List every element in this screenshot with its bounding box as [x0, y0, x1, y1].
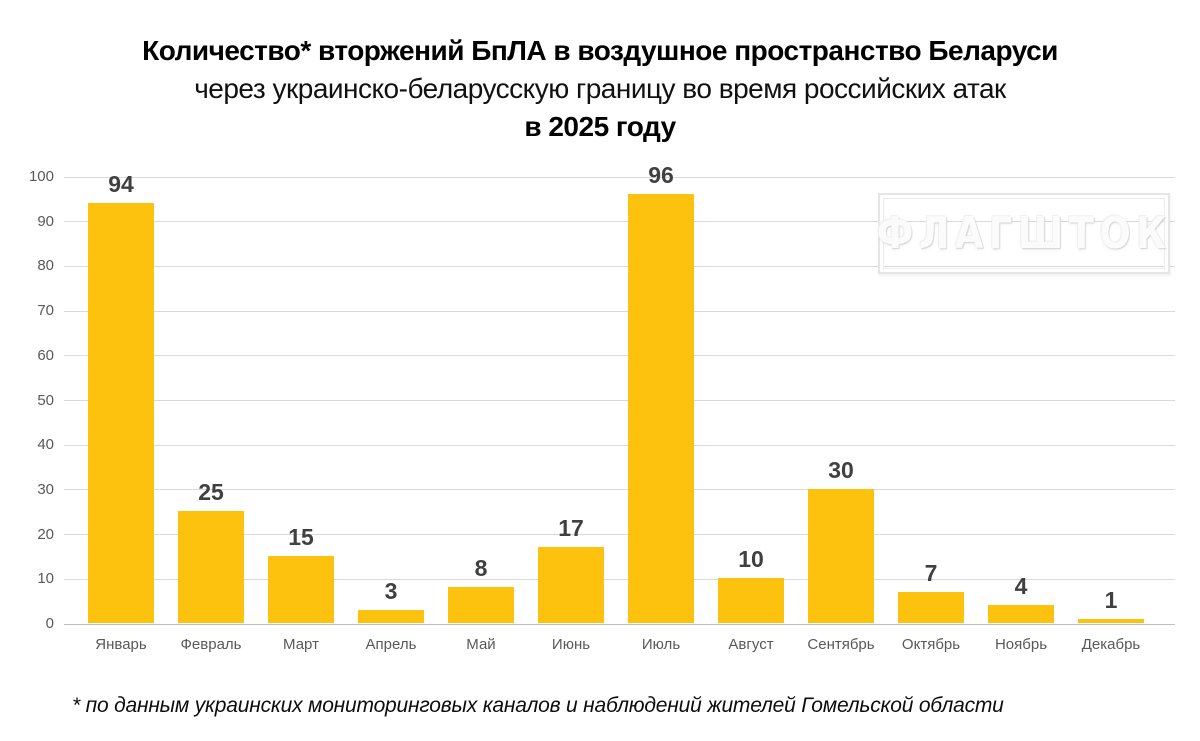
value-label-8: 30	[828, 457, 854, 483]
x-tick-label-3: Апрель	[365, 636, 417, 653]
gridline-10	[64, 578, 1175, 580]
bar-4	[448, 587, 514, 623]
bar-5	[538, 547, 604, 623]
y-tick-label-30: 30	[37, 480, 54, 498]
value-label-0: 94	[108, 171, 134, 197]
x-tick-label-11: Декабрь	[1081, 636, 1141, 653]
y-tick-label-0: 0	[45, 615, 54, 632]
value-label-7: 10	[738, 546, 764, 572]
gridline-30	[64, 489, 1175, 491]
x-tick-label-10: Ноябрь	[994, 636, 1048, 653]
value-label-11: 1	[1104, 587, 1118, 613]
bar-7	[718, 578, 784, 623]
gridline-20	[64, 534, 1175, 536]
chart-title-line-1: Количество* вторжений БпЛА в воздушное п…	[142, 35, 1058, 66]
y-tick-label-80: 80	[37, 257, 54, 275]
value-label-5: 17	[558, 515, 584, 541]
chart-title-line-2: через украинско-беларусскую границу во в…	[194, 73, 1006, 104]
bar-6	[628, 194, 694, 623]
value-label-4: 8	[474, 555, 488, 581]
bar-10	[988, 605, 1054, 623]
bar-2	[268, 556, 334, 623]
value-label-6: 96	[648, 162, 674, 188]
gridline-40	[64, 444, 1175, 446]
x-tick-label-2: Март	[283, 636, 319, 653]
y-tick-label-40: 40	[37, 436, 54, 454]
footnote: * по данным украинских мониторинговых ка…	[72, 694, 1004, 717]
y-tick-label-70: 70	[37, 302, 54, 320]
plot-area: 0 10 20 30 40 50 60 70 80 90 100 94 Январь 25 Февраль 1…	[29, 162, 1175, 653]
gridline-70	[64, 310, 1175, 312]
gridline-50	[64, 400, 1175, 401]
gridline-90	[64, 221, 1175, 223]
gridline-80	[64, 265, 1175, 267]
bar-1	[178, 511, 244, 623]
x-tick-label-8: Сентябрь	[807, 636, 875, 653]
bar-9	[898, 592, 964, 623]
y-tick-label-20: 20	[37, 525, 54, 543]
bar-0	[88, 203, 154, 623]
bar-3	[358, 610, 424, 623]
chart-title-line-3: в 2025 году	[524, 111, 676, 142]
x-tick-label-4: Май	[466, 636, 496, 653]
gridline-60	[64, 355, 1175, 357]
gridline-0	[64, 623, 1175, 625]
x-tick-label-6: Июль	[641, 636, 681, 653]
x-tick-label-9: Октябрь	[901, 636, 961, 653]
gridline-100	[64, 176, 1175, 178]
x-tick-label-5: Июнь	[551, 636, 591, 653]
x-tick-label-1: Февраль	[180, 636, 242, 653]
value-label-9: 7	[924, 560, 938, 586]
y-tick-label-90: 90	[37, 212, 54, 230]
value-label-2: 15	[288, 524, 314, 550]
bar-11	[1078, 619, 1144, 623]
bar-8	[808, 489, 874, 623]
x-tick-label-0: Январь	[95, 636, 147, 653]
chart-title: Количество* вторжений БпЛА в воздушное п…	[0, 32, 1200, 146]
watermark-box: ФЛАГШТОК	[876, 193, 1172, 274]
y-tick-label-50: 50	[37, 391, 54, 409]
y-tick-label-100: 100	[28, 168, 54, 185]
watermark-text: ФЛАГШТОК	[876, 208, 1172, 259]
y-tick-label-10: 10	[37, 570, 54, 588]
y-tick-label-60: 60	[37, 346, 54, 364]
x-tick-label-7: Август	[728, 636, 774, 653]
value-label-1: 25	[198, 479, 224, 505]
value-label-3: 3	[384, 578, 398, 604]
value-label-10: 4	[1014, 573, 1028, 599]
